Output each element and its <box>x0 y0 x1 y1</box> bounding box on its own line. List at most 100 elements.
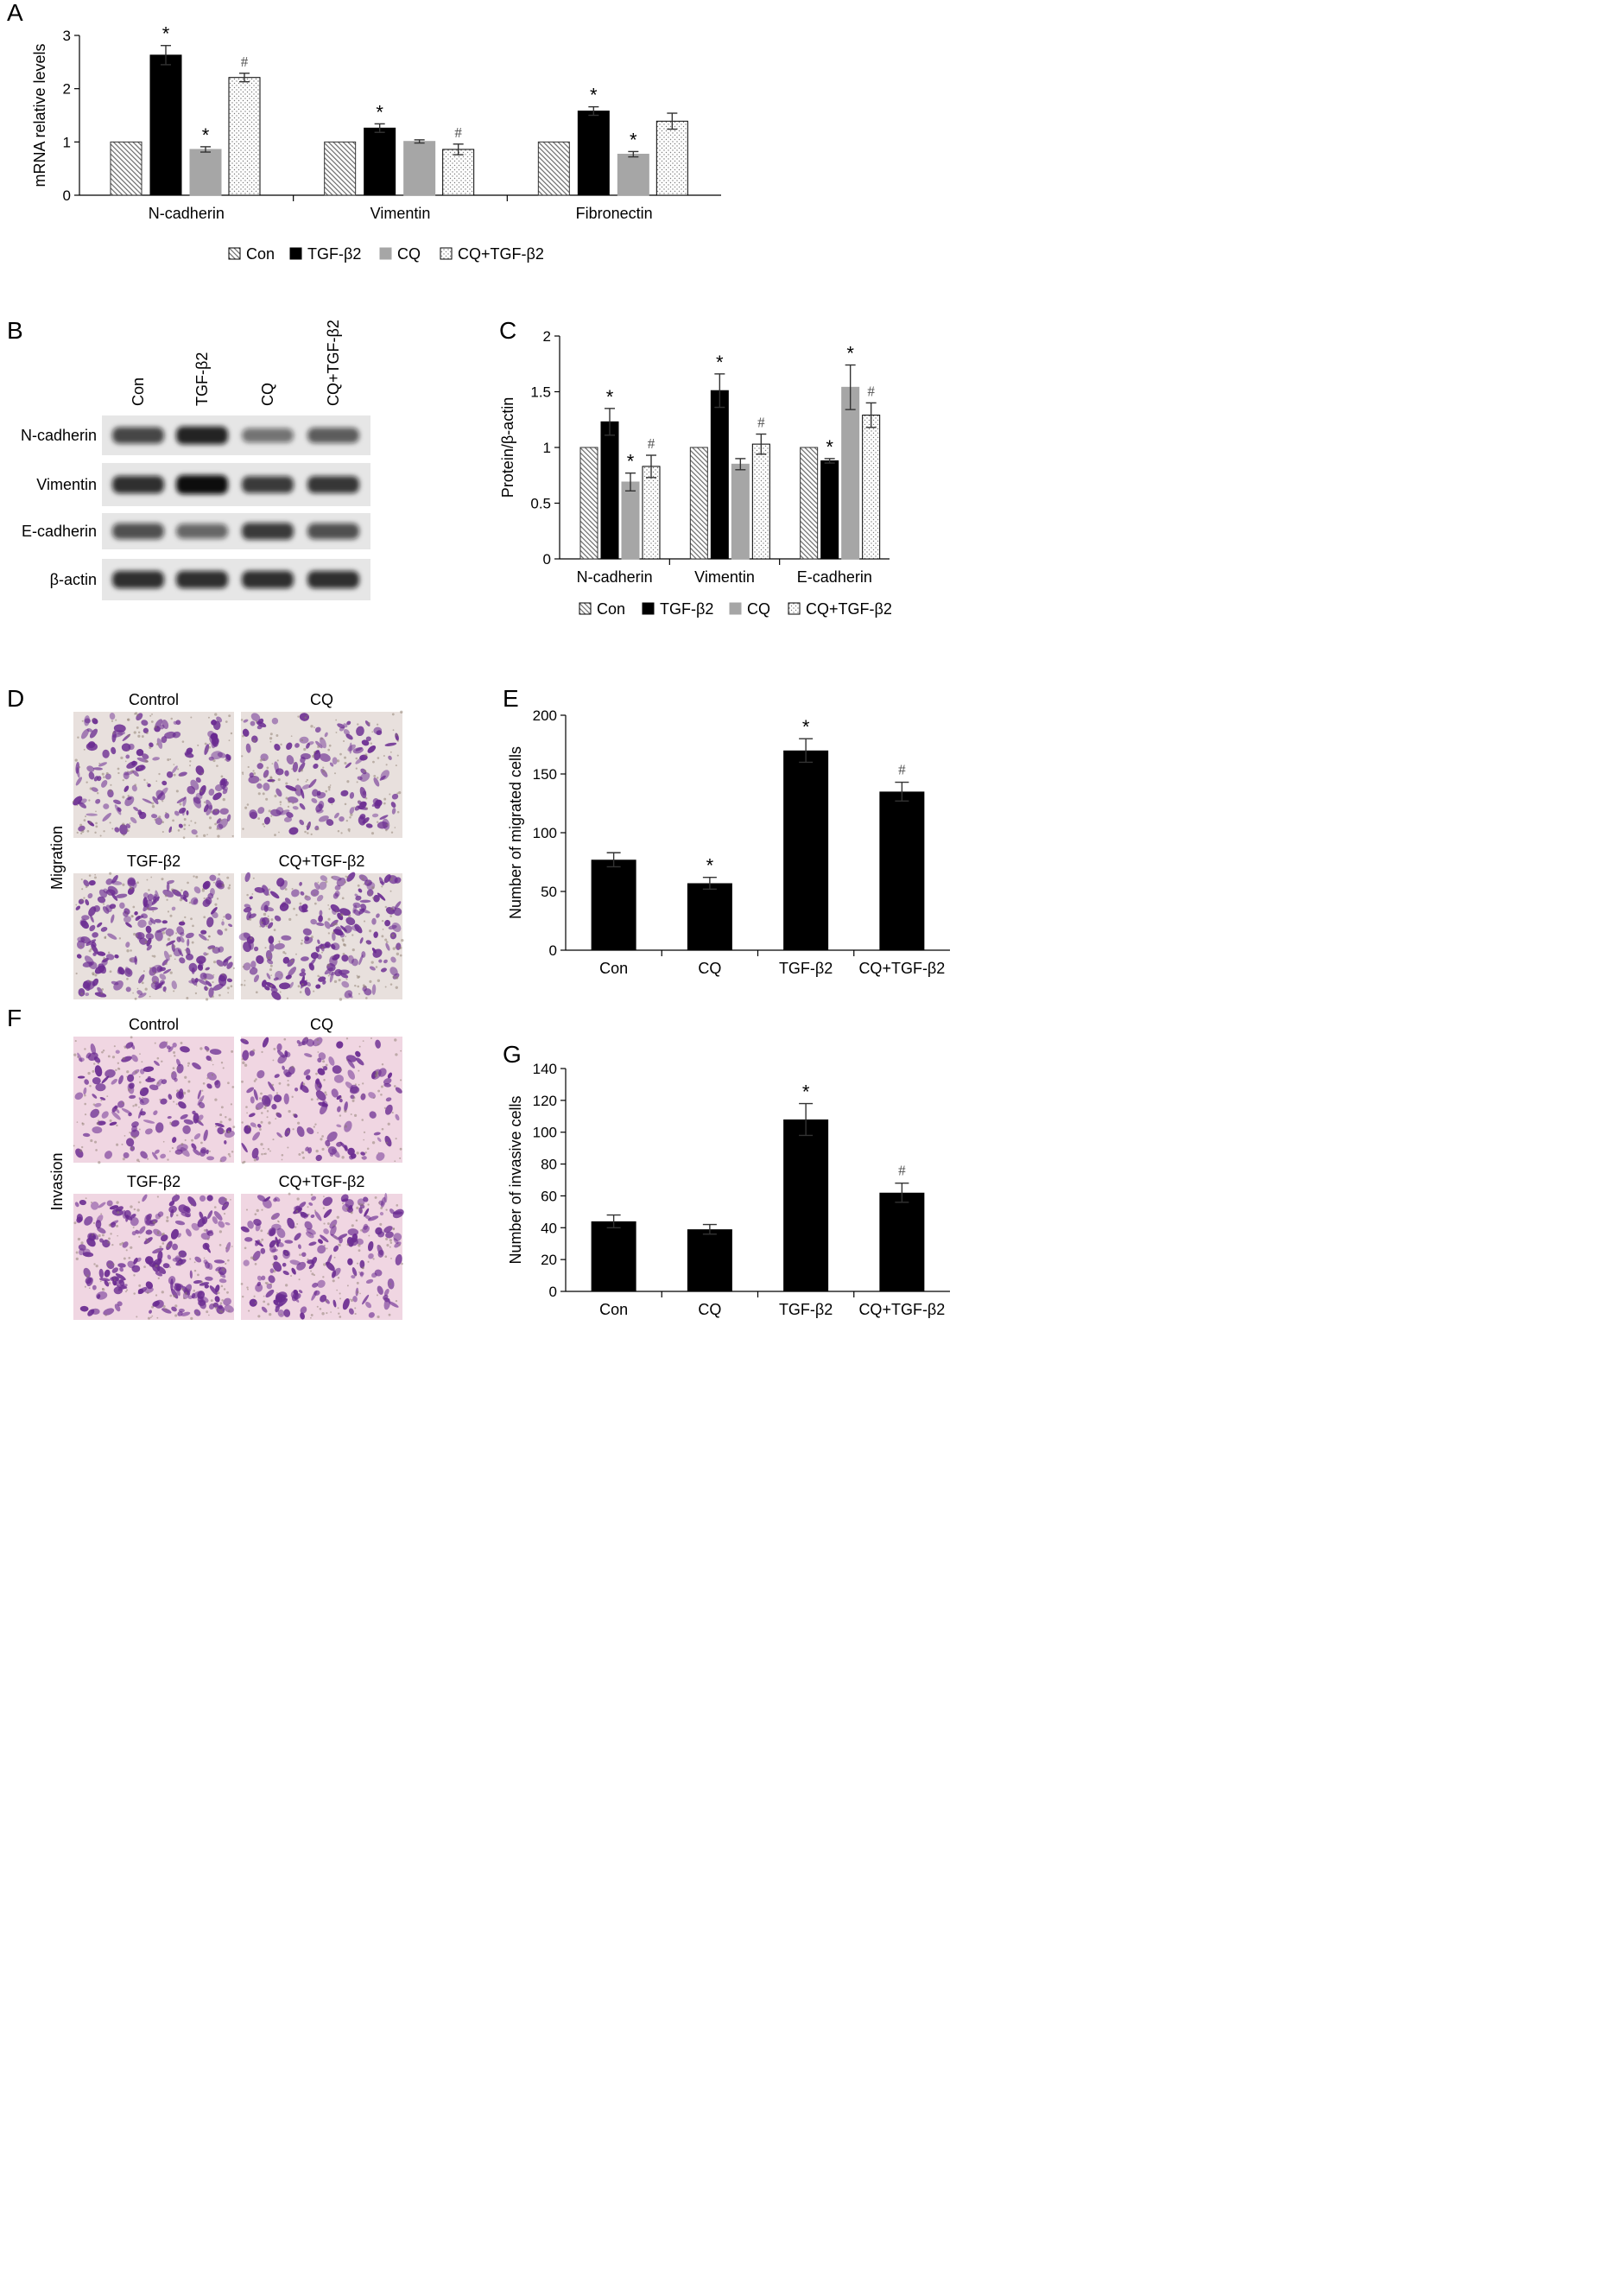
cell <box>171 1288 179 1299</box>
pore <box>296 778 300 781</box>
significance-star: * <box>706 855 714 877</box>
pore <box>371 897 375 899</box>
pore <box>121 1143 123 1145</box>
cell <box>372 948 383 958</box>
pore <box>351 948 355 952</box>
cell <box>368 1312 375 1318</box>
pore <box>269 964 273 967</box>
pore <box>203 834 206 837</box>
bar <box>710 390 729 560</box>
pore <box>364 753 368 757</box>
pore <box>101 1050 104 1054</box>
pore <box>307 832 309 834</box>
pore <box>218 993 221 997</box>
cell <box>208 987 214 998</box>
blot-band <box>242 476 294 493</box>
cell <box>389 1208 395 1215</box>
cell <box>308 1263 315 1270</box>
pore <box>381 919 384 923</box>
cell <box>243 719 249 723</box>
pore <box>103 957 106 960</box>
cell <box>142 1066 155 1073</box>
cell <box>159 1041 168 1049</box>
cell <box>117 1263 126 1268</box>
pore <box>385 1141 389 1145</box>
pore <box>390 831 394 834</box>
cell <box>157 1251 163 1261</box>
pore <box>134 997 137 1000</box>
pore <box>120 756 123 760</box>
pore <box>263 1295 265 1297</box>
pore <box>392 729 395 732</box>
pore <box>384 938 388 942</box>
cell <box>329 971 334 983</box>
cell <box>154 918 161 923</box>
cell <box>339 1141 348 1151</box>
cell <box>97 951 106 956</box>
pore <box>347 914 351 917</box>
pore <box>367 721 370 726</box>
cell <box>90 1108 100 1119</box>
pore <box>357 985 360 988</box>
category-label: Vimentin <box>370 205 431 222</box>
cell <box>195 792 203 800</box>
cell <box>104 1151 112 1159</box>
cell <box>380 770 389 780</box>
pore <box>173 1051 176 1055</box>
pore <box>194 992 198 995</box>
pore <box>326 1311 328 1315</box>
cell <box>376 913 380 918</box>
pore <box>197 744 199 746</box>
pore <box>168 954 173 958</box>
cell <box>271 1104 277 1110</box>
cell <box>110 914 115 923</box>
cell <box>203 1129 208 1141</box>
pore <box>85 1197 87 1200</box>
pore <box>365 807 369 809</box>
pore <box>277 1220 280 1222</box>
cell <box>282 1065 285 1070</box>
pore <box>358 1272 361 1273</box>
pore <box>161 1291 164 1294</box>
cell <box>273 1198 277 1202</box>
pore <box>109 821 111 824</box>
pore <box>231 1246 233 1247</box>
cell <box>153 1110 158 1116</box>
pore <box>270 918 274 922</box>
pore <box>316 1098 319 1100</box>
pore <box>136 881 139 885</box>
pore <box>206 953 209 955</box>
pore <box>218 872 221 876</box>
pore <box>225 720 228 723</box>
blot-band <box>307 570 359 589</box>
pore <box>347 828 351 832</box>
pore <box>204 742 207 745</box>
pore <box>231 1086 235 1088</box>
pore <box>401 938 404 942</box>
cell <box>125 1042 134 1049</box>
cell <box>249 1050 255 1056</box>
cell <box>135 1229 140 1234</box>
pore <box>204 978 207 981</box>
pore <box>148 889 150 891</box>
pore <box>222 1130 226 1133</box>
cell <box>256 1124 262 1128</box>
cell <box>332 932 336 942</box>
cell <box>180 1147 190 1158</box>
pore <box>279 801 282 803</box>
pore <box>385 1208 388 1211</box>
cell <box>263 770 269 778</box>
legend-label: CQ+TGF-β2 <box>806 600 892 618</box>
cell <box>138 993 147 999</box>
cell <box>155 890 160 902</box>
pore <box>147 907 150 910</box>
cell <box>185 932 194 939</box>
cell <box>332 1245 339 1253</box>
cell <box>288 967 297 977</box>
cell <box>187 1295 193 1300</box>
cell <box>264 986 270 991</box>
cell <box>178 1204 188 1214</box>
cell <box>155 1272 163 1277</box>
pore <box>116 1224 119 1227</box>
pore <box>321 1135 324 1138</box>
